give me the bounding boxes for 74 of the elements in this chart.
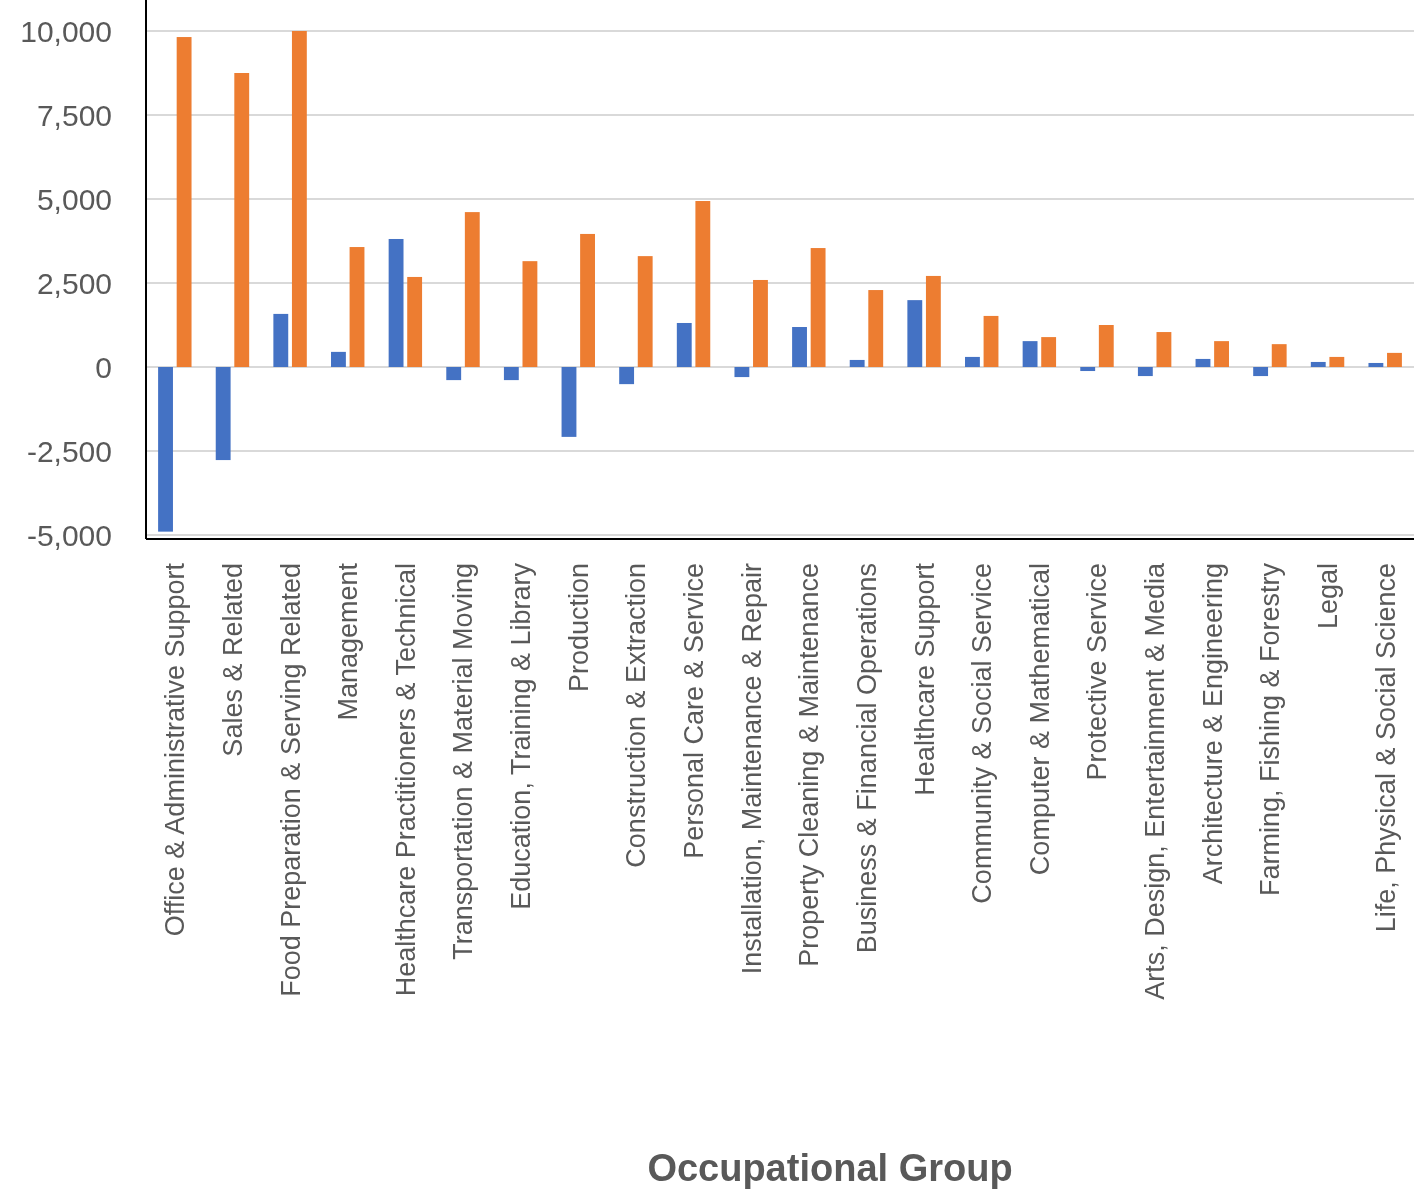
bar	[637, 256, 653, 367]
x-tick-label: Legal	[1313, 563, 1343, 630]
bar	[1137, 367, 1153, 377]
bar	[1387, 352, 1402, 367]
x-tick-label: Education, Training & Library	[506, 562, 537, 910]
bar	[215, 367, 231, 461]
bar	[1098, 325, 1114, 367]
bar	[561, 367, 577, 437]
bar	[792, 327, 807, 367]
bar	[176, 37, 192, 367]
x-tick-label: Production	[563, 563, 594, 693]
bar	[388, 238, 404, 367]
bar	[907, 300, 923, 367]
bar	[1253, 367, 1269, 377]
bar	[446, 367, 462, 381]
bar	[1368, 362, 1384, 367]
y-tick-label: -5,000	[26, 518, 112, 552]
bar	[464, 212, 480, 367]
y-tick-label: 7,500	[36, 98, 112, 132]
bar	[407, 276, 423, 367]
bar	[695, 201, 711, 367]
x-tick-label: Transportation & Material Moving	[448, 563, 479, 960]
y-tick-label: 0	[95, 350, 112, 384]
x-tick-label: Protective Service	[1082, 563, 1113, 781]
bar	[1329, 356, 1345, 367]
bar	[965, 356, 980, 367]
y-tick-label: 10,000	[20, 14, 112, 48]
x-tick-label: Community & Social Service	[967, 563, 998, 904]
bar	[158, 367, 173, 532]
bar	[849, 359, 865, 367]
bar	[291, 31, 307, 367]
bar	[1080, 367, 1096, 372]
x-tick-label: Installation, Maintenance & Repair	[736, 563, 767, 975]
bar	[753, 279, 768, 367]
bar	[1214, 341, 1229, 367]
bar	[522, 261, 538, 367]
x-tick-label: Food Preparation & Serving Related	[275, 563, 306, 997]
y-tick-label: 5,000	[36, 182, 112, 216]
bar	[1195, 358, 1211, 367]
x-tick-label: Computer & Mathematical	[1024, 563, 1055, 876]
bar	[619, 367, 635, 385]
bar	[1156, 332, 1172, 367]
bar	[983, 315, 999, 367]
x-tick-label: Management	[333, 562, 364, 721]
bar	[331, 351, 346, 367]
bar	[925, 275, 941, 367]
bar	[580, 233, 595, 367]
bar	[734, 367, 750, 378]
bar	[1022, 341, 1038, 367]
bar	[810, 248, 826, 367]
x-tick-label: Personal Care & Service	[679, 563, 709, 859]
x-axis-title: Occupational Group	[647, 1147, 1013, 1189]
bar	[1041, 337, 1057, 367]
bar	[234, 73, 250, 367]
bar	[503, 367, 519, 381]
y-tick-label: -2,500	[26, 434, 112, 468]
x-tick-label: Farming, Fishing & Forestry	[1255, 562, 1286, 897]
y-tick-label: 2,500	[36, 266, 112, 300]
x-tick-label: Business & Financial Operations	[851, 563, 882, 954]
x-tick-label: Healthcare Support	[909, 562, 940, 796]
bar	[868, 290, 884, 367]
bar	[349, 247, 365, 367]
x-tick-label: Sales & Related	[217, 563, 248, 757]
bar	[1271, 344, 1287, 367]
x-tick-label: Construction & Extraction	[621, 563, 652, 868]
x-tick-label: Property Cleaning & Maintenance	[794, 563, 825, 967]
bar	[676, 322, 692, 367]
x-tick-label: Architecture & Engineering	[1197, 563, 1228, 885]
x-tick-label: Office & Administrative Support	[160, 562, 191, 937]
x-tick-label: Life, Physical & Social Science	[1370, 563, 1401, 933]
x-tick-label: Healthcare Practitioners & Technical	[390, 563, 421, 997]
bar	[1310, 361, 1326, 367]
x-tick-label: Arts, Design, Entertainment & Media	[1140, 562, 1171, 1000]
bar	[273, 313, 289, 367]
